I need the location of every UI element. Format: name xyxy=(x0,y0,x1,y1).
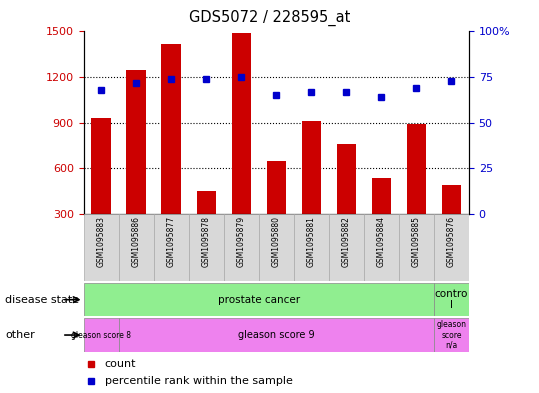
Text: GSM1095879: GSM1095879 xyxy=(237,216,246,267)
Text: count: count xyxy=(105,358,136,369)
Bar xyxy=(84,318,119,352)
Text: contro
l: contro l xyxy=(435,289,468,310)
Bar xyxy=(162,44,181,260)
Bar xyxy=(407,124,426,260)
Text: gleason
score
n/a: gleason score n/a xyxy=(437,320,466,350)
Bar xyxy=(442,185,461,260)
Text: GDS5072 / 228595_at: GDS5072 / 228595_at xyxy=(189,10,350,26)
Text: other: other xyxy=(5,330,35,340)
Bar xyxy=(302,121,321,260)
Text: GSM1095885: GSM1095885 xyxy=(412,216,421,267)
Bar xyxy=(364,214,399,281)
Text: percentile rank within the sample: percentile rank within the sample xyxy=(105,376,293,386)
Bar xyxy=(329,214,364,281)
Bar xyxy=(127,70,146,260)
Bar xyxy=(119,214,154,281)
Text: GSM1095884: GSM1095884 xyxy=(377,216,386,267)
Bar xyxy=(267,161,286,260)
Text: gleason score 9: gleason score 9 xyxy=(238,330,315,340)
Bar xyxy=(189,214,224,281)
Text: disease state: disease state xyxy=(5,295,80,305)
Text: GSM1095878: GSM1095878 xyxy=(202,216,211,267)
Bar xyxy=(224,214,259,281)
Bar xyxy=(434,214,469,281)
Text: GSM1095880: GSM1095880 xyxy=(272,216,281,267)
Bar xyxy=(337,144,356,260)
Text: GSM1095876: GSM1095876 xyxy=(447,216,456,267)
Text: prostate cancer: prostate cancer xyxy=(218,295,300,305)
Bar xyxy=(232,33,251,260)
Text: GSM1095882: GSM1095882 xyxy=(342,216,351,267)
Text: gleason score 8: gleason score 8 xyxy=(71,331,131,340)
Bar xyxy=(399,214,434,281)
Bar xyxy=(434,318,469,352)
Text: GSM1095883: GSM1095883 xyxy=(96,216,106,267)
Bar xyxy=(434,283,469,316)
Bar xyxy=(154,214,189,281)
Bar xyxy=(294,214,329,281)
Text: GSM1095877: GSM1095877 xyxy=(167,216,176,267)
Text: GSM1095886: GSM1095886 xyxy=(132,216,141,267)
Bar xyxy=(197,191,216,260)
Bar xyxy=(84,214,119,281)
Bar xyxy=(119,318,434,352)
Text: GSM1095881: GSM1095881 xyxy=(307,216,316,267)
Bar xyxy=(259,214,294,281)
Bar xyxy=(92,118,110,260)
Bar xyxy=(372,178,391,260)
